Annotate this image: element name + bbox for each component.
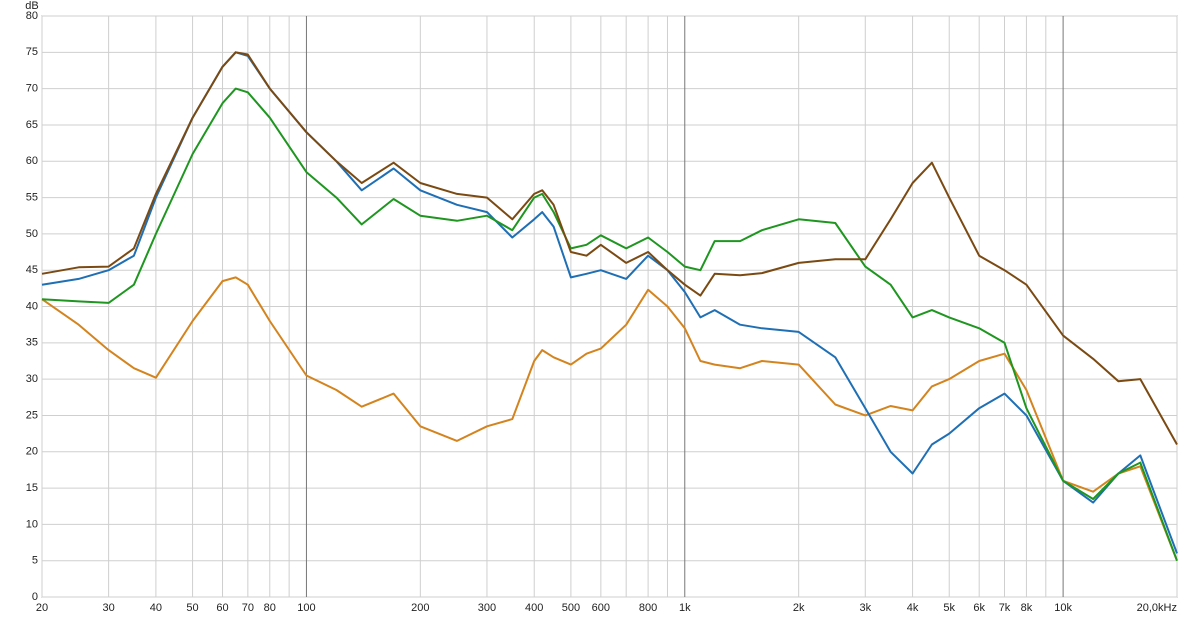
- y-tick-label: 80: [26, 10, 38, 22]
- x-tick-label: 600: [592, 602, 610, 614]
- y-tick-label: 20: [26, 446, 38, 458]
- y-tick-label: 75: [26, 46, 38, 58]
- x-tick-label: 30: [102, 602, 114, 614]
- x-tick-label: 400: [525, 602, 543, 614]
- y-tick-label: 10: [26, 518, 38, 530]
- y-tick-label: 50: [26, 228, 38, 240]
- y-tick-label: 60: [26, 155, 38, 167]
- x-tick-label: 10k: [1054, 602, 1072, 614]
- x-tick-label: 3k: [859, 602, 871, 614]
- y-tick-label: 25: [26, 409, 38, 421]
- y-tick-label: 40: [26, 300, 38, 312]
- x-tick-label: 1k: [679, 602, 691, 614]
- x-tick-label: 5k: [943, 602, 955, 614]
- x-tick-label: 20: [36, 602, 48, 614]
- x-tick-label: 80: [264, 602, 276, 614]
- y-tick-label: 35: [26, 337, 38, 349]
- y-tick-label: 15: [26, 482, 38, 494]
- x-tick-label: 100: [297, 602, 315, 614]
- x-tick-label: 8k: [1021, 602, 1033, 614]
- x-tick-label: 500: [562, 602, 580, 614]
- y-tick-label: 0: [32, 591, 38, 603]
- x-tick-label: 800: [639, 602, 657, 614]
- y-tick-label: 70: [26, 83, 38, 95]
- series-line: [41, 87, 1178, 562]
- x-tick-label: 200: [411, 602, 429, 614]
- y-tick-label: 55: [26, 191, 38, 203]
- y-tick-label: 65: [26, 119, 38, 131]
- y-tick-label: 30: [26, 373, 38, 385]
- x-tick-label: 4k: [907, 602, 919, 614]
- series-line: [41, 51, 1178, 445]
- x-tick-label: 40: [150, 602, 162, 614]
- y-tick-label: 45: [26, 264, 38, 276]
- x-tick-label: 70: [242, 602, 254, 614]
- series-line: [41, 276, 1178, 562]
- x-tick-label: 20,0kHz: [1137, 602, 1177, 614]
- x-tick-label: 50: [186, 602, 198, 614]
- x-tick-label: 6k: [973, 602, 985, 614]
- x-tick-label: 300: [478, 602, 496, 614]
- y-tick-label: 5: [32, 555, 38, 567]
- x-tick-label: 7k: [999, 602, 1011, 614]
- x-tick-label: 2k: [793, 602, 805, 614]
- y-axis-label: dB: [25, 0, 38, 12]
- x-tick-label: 60: [216, 602, 228, 614]
